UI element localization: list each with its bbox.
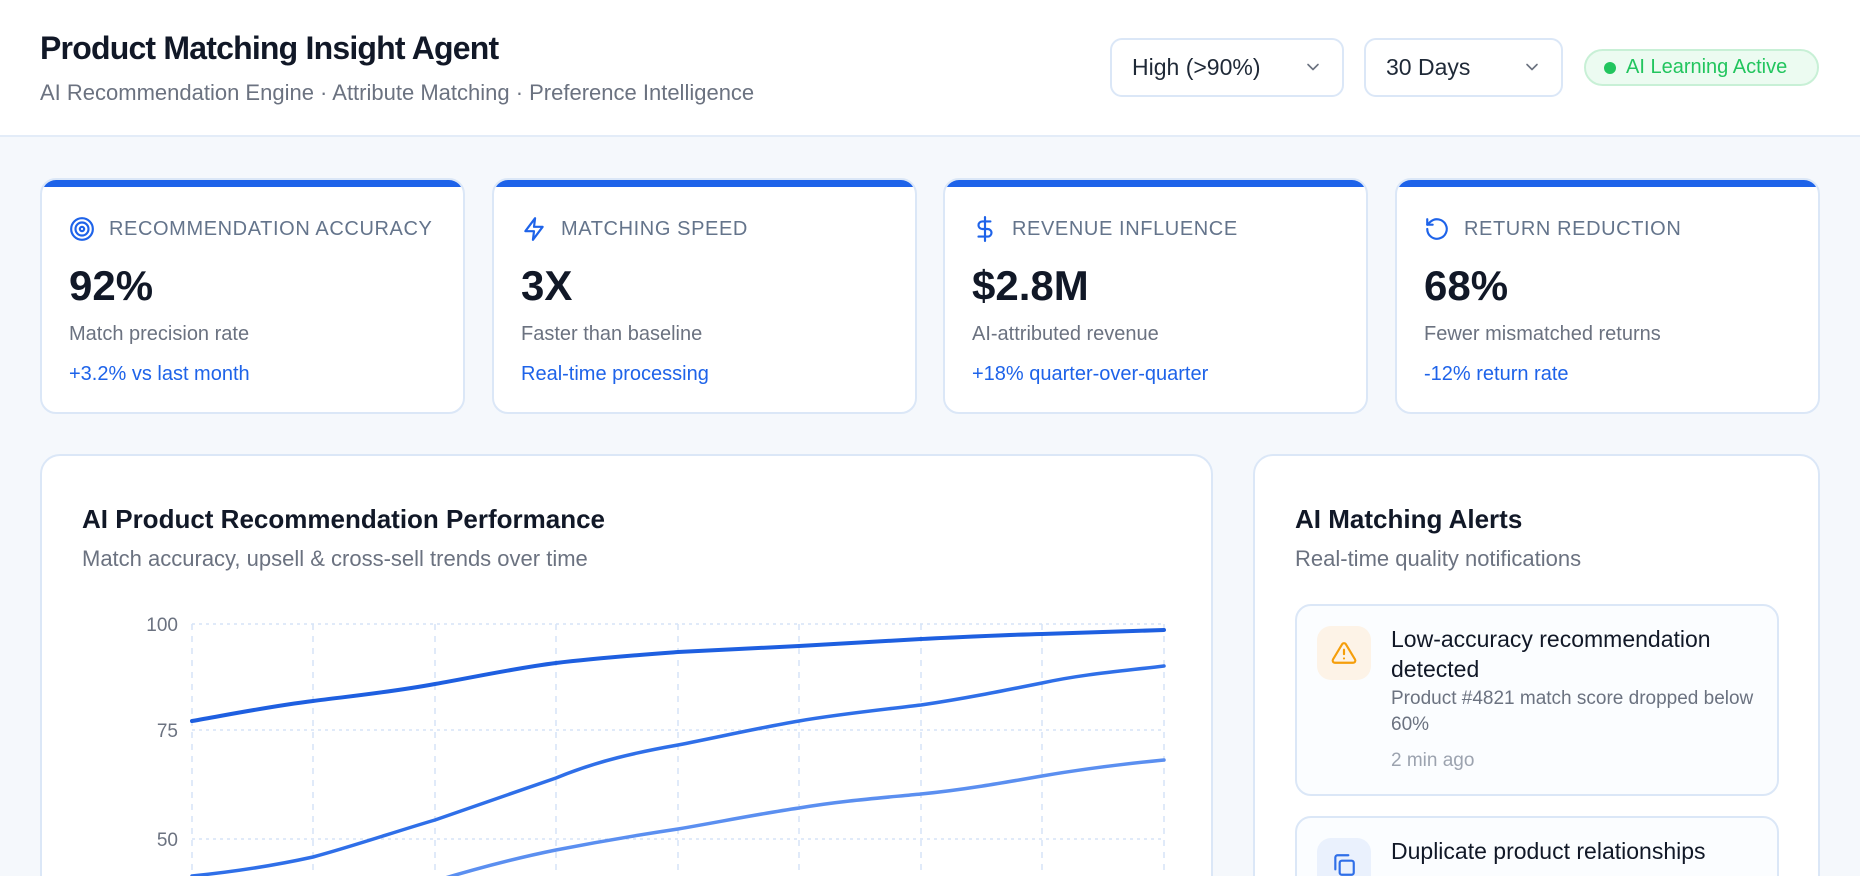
alert-item[interactable]: Duplicate product relationships [1295,816,1779,876]
copy-icon [1334,854,1355,876]
kpi-delta: +3.2% vs last month [69,363,250,385]
lightning-icon [524,217,544,241]
kpi-card-speed: MATCHING SPEED 3X Faster than baseline R… [492,178,917,414]
warning-icon [1331,642,1357,664]
page-subtitle: AI Recommendation Engine · Attribute Mat… [40,80,755,105]
kpi-card-revenue: REVENUE INFLUENCE $2.8M AI-attributed re… [943,178,1368,414]
ai-status-badge: AI Learning Active [1584,49,1819,86]
alerts-subtitle: Real-time quality notifications [1295,546,1582,571]
kpi-value: 92% [69,262,154,309]
status-label: AI Learning Active [1626,56,1788,78]
chart-subtitle: Match accuracy, upsell & cross-sell tren… [82,546,588,571]
kpi-label: MATCHING SPEED [561,217,748,240]
alerts-title: AI Matching Alerts [1295,504,1523,534]
alert-item[interactable]: Low-accuracy recommendation detected Pro… [1295,604,1779,796]
alert-title: Low-accuracy recommendation detected [1391,626,1711,682]
kpi-value: $2.8M [972,262,1089,309]
page-title: Product Matching Insight Agent [40,30,499,66]
performance-chart-panel: AI Product Recommendation Performance Ma… [40,454,1213,876]
kpi-delta: -12% return rate [1424,363,1569,385]
kpi-label: RECOMMENDATION ACCURACY [109,217,433,240]
kpi-card-returns: RETURN REDUCTION 68% Fewer mismatched re… [1395,178,1820,414]
kpi-value: 3X [521,262,573,309]
chevron-down-icon [1307,63,1319,71]
y-tick-label: 75 [157,721,178,742]
dollar-icon [977,216,993,242]
alert-timestamp: 2 min ago [1391,750,1475,771]
y-tick-label: 100 [146,615,178,636]
rotate-ccw-icon [1426,218,1448,240]
series-match-accuracy [190,628,1166,723]
alerts-panel: AI Matching Alerts Real-time quality not… [1253,454,1820,876]
status-dot-icon [1604,61,1616,74]
target-icon [70,217,94,241]
kpi-description: Fewer mismatched returns [1424,323,1661,345]
confidence-select-value: High (>90%) [1132,54,1261,80]
line-chart: 100 75 50 [146,615,1166,876]
date-range-select-value: 30 Days [1386,54,1471,80]
alert-icon-container [1317,626,1371,680]
chevron-down-icon [1526,63,1538,71]
alert-icon-container [1317,838,1371,876]
kpi-delta: Real-time processing [521,363,709,385]
alert-body: Product #4821 match score dropped below … [1391,688,1754,735]
y-tick-label: 50 [157,830,178,851]
confidence-select[interactable]: High (>90%) [1110,38,1344,97]
alert-title: Duplicate product relationships [1391,838,1706,864]
chart-title: AI Product Recommendation Performance [82,504,605,534]
kpi-description: AI-attributed revenue [972,323,1159,345]
series-upsell [190,664,1166,876]
kpi-card-accuracy: RECOMMENDATION ACCURACY 92% Match precis… [40,178,465,414]
kpi-label: REVENUE INFLUENCE [1012,217,1238,240]
kpi-delta: +18% quarter-over-quarter [972,363,1209,385]
kpi-value: 68% [1424,262,1509,309]
kpi-description: Match precision rate [69,323,250,345]
series-cross-sell [445,758,1166,876]
header: Product Matching Insight Agent AI Recomm… [0,0,1860,137]
date-range-select[interactable]: 30 Days [1364,38,1563,97]
kpi-label: RETURN REDUCTION [1464,217,1682,240]
kpi-description: Faster than baseline [521,323,703,345]
